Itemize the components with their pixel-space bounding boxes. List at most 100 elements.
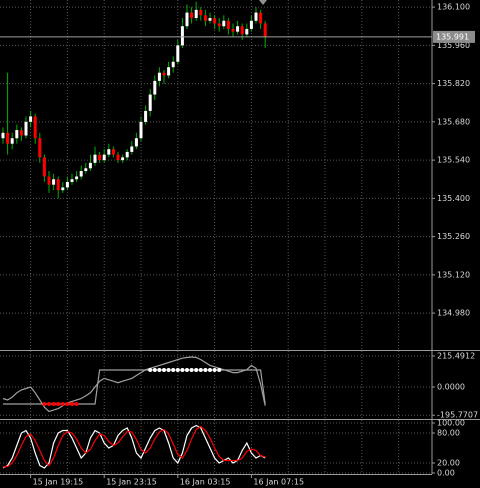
signal-dot (162, 368, 166, 373)
candle-body (65, 181, 69, 188)
candle-body (6, 132, 10, 144)
candle-body (125, 151, 129, 158)
current-price-box (433, 30, 475, 43)
current-price-label: 135.991 (436, 32, 469, 41)
candle-body (254, 12, 258, 21)
candle-body (29, 116, 33, 122)
candle-body (47, 176, 51, 185)
candle-body (171, 61, 175, 68)
candle-body (162, 72, 166, 76)
y-tick-label: 135.260 (437, 232, 470, 241)
y-tick-label: 100.00 (437, 419, 465, 428)
candle-body (222, 20, 226, 27)
candle-body (240, 26, 244, 35)
candle-body (98, 154, 102, 161)
candle-body (70, 179, 74, 182)
candle-body (176, 45, 180, 62)
candle-body (190, 12, 194, 19)
candle-body (134, 138, 138, 147)
x-tick-label: 15 Jan 23:15 (106, 478, 157, 487)
signal-dot (208, 368, 212, 373)
y-tick-label: 134.980 (437, 309, 470, 318)
candle-body (42, 157, 46, 177)
candle-body (121, 157, 125, 161)
candle-body (56, 179, 60, 191)
y-tick-label: 135.400 (437, 194, 470, 203)
y-tick-label: 20.00 (437, 459, 460, 468)
candle-body (75, 176, 79, 180)
indicator-line (2, 356, 266, 413)
candle-body (15, 130, 19, 139)
candle-body (167, 67, 171, 76)
signal-dot (217, 368, 222, 373)
candle-body (88, 162, 92, 169)
indicator-line (2, 424, 266, 469)
candle-body (61, 187, 65, 191)
candle-body (263, 23, 267, 37)
candle-body (116, 154, 120, 161)
candle-body (107, 149, 111, 155)
candle-body (236, 26, 240, 32)
signal-dot (42, 402, 47, 407)
y-tick-label: 0.0000 (437, 383, 465, 392)
y-tick-label: 135.960 (437, 41, 470, 50)
candle-body (217, 23, 221, 27)
x-tick-label: 16 Jan 03:15 (180, 478, 231, 487)
candle-body (144, 110, 148, 122)
candle-body (19, 130, 23, 136)
x-tick-label: 15 Jan 19:15 (33, 478, 84, 487)
candle-body (249, 20, 253, 29)
shift-marker (259, 0, 267, 5)
candle-body (226, 20, 230, 29)
y-tick-label: -195.7707 (437, 411, 478, 420)
candle-body (157, 72, 161, 81)
marks-layer (0, 1, 432, 469)
signal-dot (166, 368, 171, 373)
signal-dot (70, 402, 74, 407)
candle-body (24, 121, 28, 136)
signal-dot (56, 402, 61, 407)
candle-body (93, 154, 97, 163)
candle-body (1, 132, 5, 139)
candle-body (130, 146, 134, 152)
candle-body (111, 149, 115, 155)
y-tick-label: 215.4912 (437, 351, 475, 360)
signal-dot (60, 402, 65, 407)
indicator-line (2, 425, 266, 468)
grid-layer (0, 0, 432, 474)
signal-dot (74, 402, 79, 407)
y-tick-label: 135.680 (437, 117, 470, 126)
candle-body (185, 12, 189, 27)
signal-dot (212, 368, 217, 373)
y-tick-label: 135.120 (437, 270, 470, 279)
signal-dot (47, 402, 51, 407)
signal-dot (51, 402, 56, 407)
candle-body (199, 9, 203, 16)
candle-body (79, 171, 83, 177)
indicator-line (3, 369, 266, 405)
signal-dot (157, 368, 162, 373)
candle-body (231, 28, 235, 32)
signal-dot (171, 368, 176, 373)
candle-body (245, 28, 249, 35)
candle-body (194, 9, 198, 19)
signal-dot (185, 368, 189, 373)
candle-body (203, 15, 207, 21)
candle-body (52, 179, 56, 185)
signal-dot (194, 368, 199, 373)
signal-dot (180, 368, 185, 373)
signal-dot (189, 368, 194, 373)
candle-body (208, 18, 212, 21)
candle-body (259, 12, 263, 24)
signal-dot (203, 368, 208, 373)
signal-dot (65, 402, 70, 407)
candle-body (213, 18, 217, 24)
signal-dot (198, 368, 203, 373)
y-tick-label: 135.540 (437, 156, 470, 165)
y-tick-label: 135.820 (437, 79, 470, 88)
candle-body (153, 80, 157, 95)
signal-dot (152, 368, 157, 373)
